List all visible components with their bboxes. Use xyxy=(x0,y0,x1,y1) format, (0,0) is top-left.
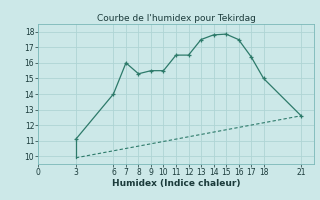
X-axis label: Humidex (Indice chaleur): Humidex (Indice chaleur) xyxy=(112,179,240,188)
Text: Courbe de l'humidex pour Tekirdag: Courbe de l'humidex pour Tekirdag xyxy=(97,14,255,23)
